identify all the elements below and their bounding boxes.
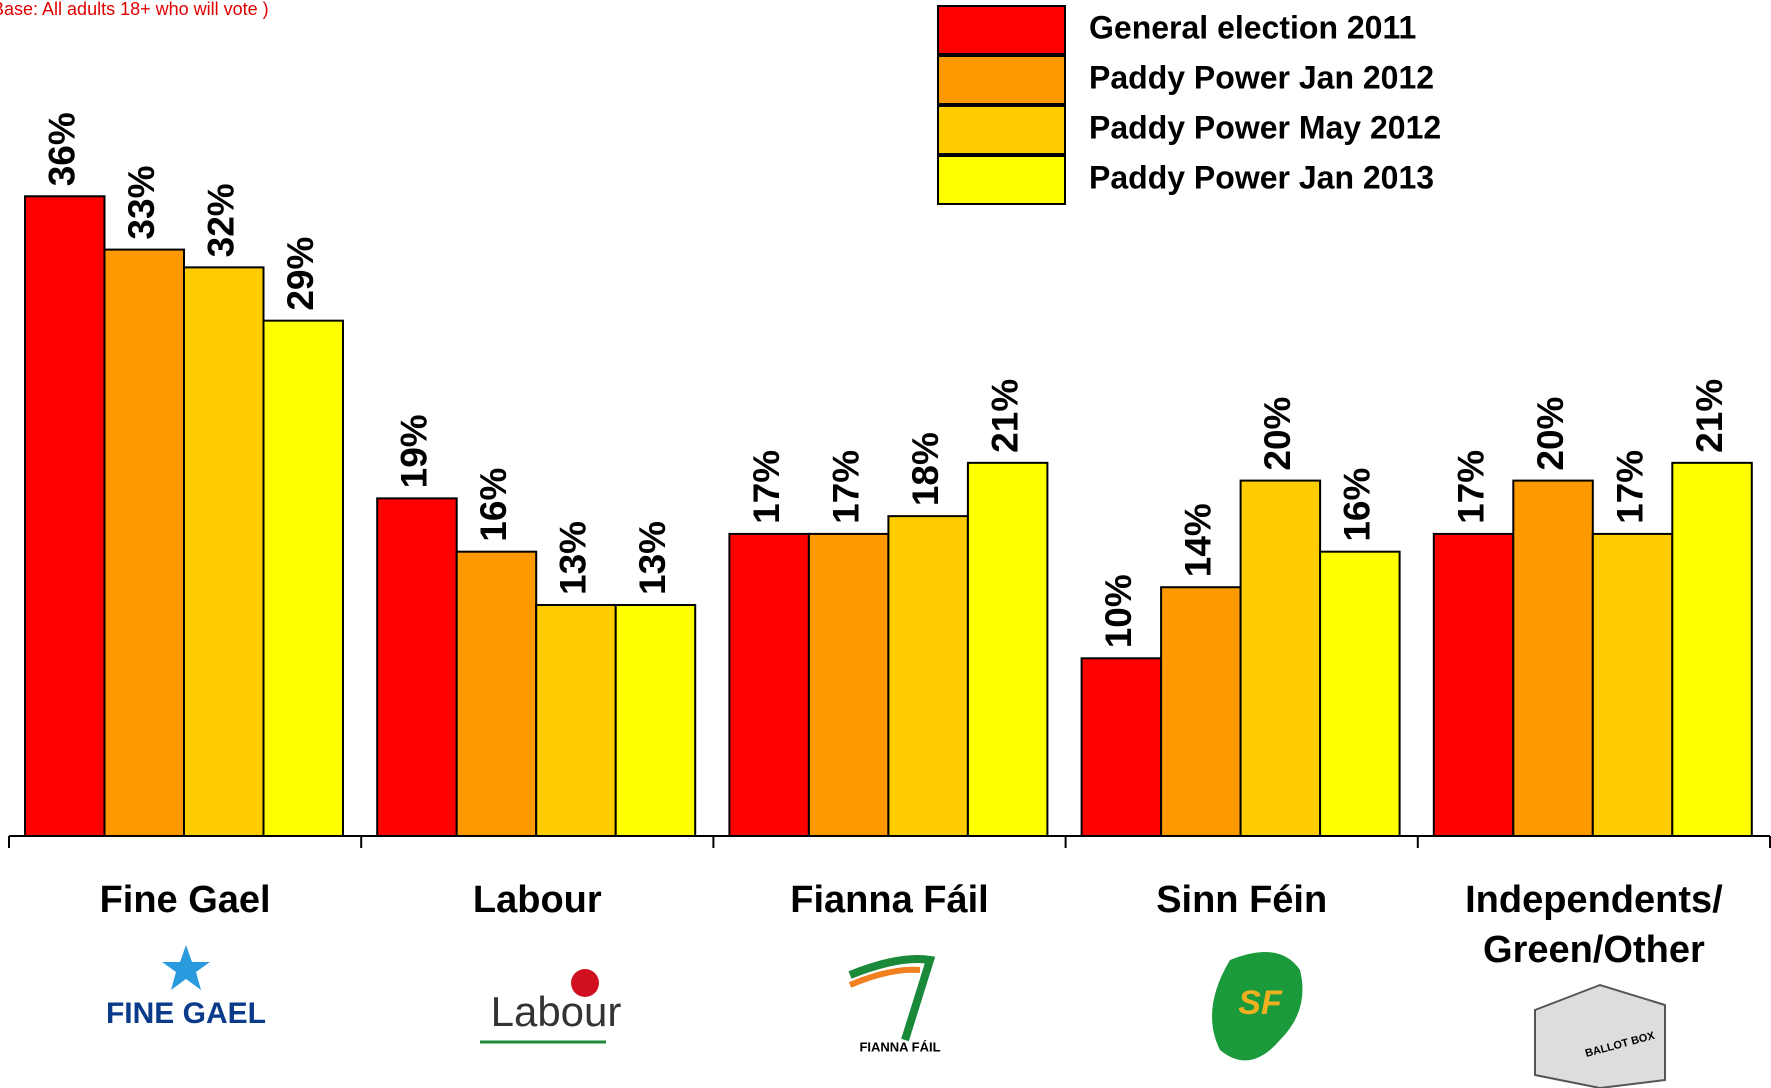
bar: [1319, 550, 1401, 837]
legend-label: Paddy Power Jan 2013: [1089, 159, 1434, 195]
bar: [183, 266, 265, 837]
legend-label: Paddy Power Jan 2012: [1089, 59, 1434, 95]
value-label: 18%: [905, 432, 946, 506]
bar: [1671, 461, 1753, 837]
legend-label: General election 2011: [1089, 9, 1416, 45]
bar: [887, 515, 969, 837]
value-label: 21%: [1689, 379, 1730, 453]
legend-swatch: [937, 5, 1066, 55]
value-label: 13%: [553, 521, 594, 595]
value-label: 16%: [1337, 468, 1378, 542]
bar: [1239, 479, 1322, 837]
bar: [535, 603, 617, 837]
category-label: Labour: [473, 879, 602, 921]
value-label: 14%: [1178, 503, 1219, 577]
value-label: 21%: [984, 379, 1025, 453]
bar: [1160, 586, 1242, 837]
logo-star: [162, 945, 210, 990]
value-label: 13%: [632, 521, 673, 595]
value-label: 29%: [280, 237, 321, 311]
value-label: 19%: [394, 414, 435, 488]
logo-rose: [571, 969, 599, 997]
logo-text: Labour: [491, 988, 622, 1035]
legend-swatch: [937, 155, 1066, 205]
value-label: 17%: [1609, 450, 1650, 524]
category-label: Sinn Féin: [1156, 879, 1327, 921]
bar: [728, 532, 810, 837]
logo-box: [1534, 983, 1666, 1088]
legend-label: Paddy Power May 2012: [1089, 109, 1441, 145]
category-label: Fianna Fáil: [790, 879, 988, 921]
value-label: 36%: [42, 112, 83, 186]
value-label: 17%: [825, 450, 866, 524]
bar: [455, 550, 538, 837]
logo-text: FINE GAEL: [106, 997, 266, 1030]
bar: [1080, 657, 1163, 837]
logo-harp-accent: [848, 966, 921, 988]
value-label: 33%: [121, 166, 162, 240]
value-label: 17%: [746, 450, 787, 524]
bar: [24, 195, 106, 837]
value-label: 16%: [473, 468, 514, 542]
value-label: 20%: [1257, 397, 1298, 471]
bar: [1591, 532, 1674, 837]
logo-harp: [848, 955, 936, 1042]
value-label: 20%: [1530, 397, 1571, 471]
bar: [103, 248, 185, 837]
bar: [807, 532, 890, 837]
subtitle: Base: All adults 18+ who will vote ): [0, 0, 269, 19]
bar: [376, 497, 458, 837]
bar: [1432, 532, 1515, 837]
bar: [614, 603, 697, 837]
bar: [1512, 479, 1594, 837]
legend-swatch: [937, 55, 1066, 105]
logo-text: SF: [1238, 984, 1283, 1022]
bar: [262, 319, 344, 838]
category-label: Fine Gael: [100, 879, 271, 921]
value-label: 10%: [1098, 574, 1139, 648]
legend-swatch: [937, 105, 1066, 155]
logo-text: FIANNA FÁIL: [859, 1039, 940, 1054]
value-label: 17%: [1450, 450, 1491, 524]
category-label: Independents/Green/Other: [1465, 879, 1723, 971]
value-label: 32%: [201, 183, 242, 257]
bar: [966, 461, 1049, 837]
logo-island: [1212, 952, 1303, 1061]
